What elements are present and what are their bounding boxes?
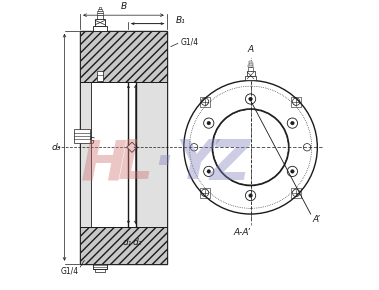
Polygon shape <box>127 142 137 152</box>
Text: Y: Y <box>175 137 215 191</box>
Circle shape <box>249 194 252 197</box>
Bar <box>99 7 102 9</box>
Bar <box>74 129 89 143</box>
Bar <box>93 26 107 31</box>
Circle shape <box>207 170 211 173</box>
Text: Z: Z <box>209 137 249 191</box>
Text: A: A <box>247 45 254 54</box>
Text: H: H <box>81 137 127 191</box>
Bar <box>95 269 105 272</box>
Text: G1/4: G1/4 <box>61 266 79 275</box>
Text: d₂: d₂ <box>132 238 142 247</box>
Text: A’: A’ <box>313 215 320 224</box>
Bar <box>80 227 167 264</box>
Bar <box>247 70 255 76</box>
Bar <box>245 76 256 80</box>
Bar <box>97 70 103 81</box>
Bar <box>249 61 252 64</box>
Bar <box>97 11 103 13</box>
Bar <box>249 63 252 65</box>
Bar <box>93 264 107 269</box>
Text: d₁: d₁ <box>122 238 132 247</box>
Circle shape <box>207 121 211 125</box>
Bar <box>136 82 167 227</box>
Bar <box>97 15 103 19</box>
Text: ·: · <box>153 137 174 191</box>
Bar <box>80 31 167 264</box>
Text: B: B <box>121 2 127 11</box>
Text: G: G <box>88 137 95 146</box>
Bar <box>97 13 103 15</box>
Bar <box>248 65 253 67</box>
Bar <box>80 31 167 82</box>
Text: L: L <box>118 137 153 191</box>
Text: G1/4: G1/4 <box>181 38 199 47</box>
Bar <box>98 9 102 11</box>
Bar <box>80 82 91 227</box>
Bar <box>248 67 253 70</box>
Circle shape <box>291 121 294 125</box>
Text: B₁: B₁ <box>175 16 185 25</box>
Text: A-A’: A-A’ <box>233 228 251 237</box>
Circle shape <box>249 97 252 101</box>
Bar <box>95 19 105 26</box>
Text: d₃: d₃ <box>52 143 61 152</box>
Circle shape <box>291 170 294 173</box>
